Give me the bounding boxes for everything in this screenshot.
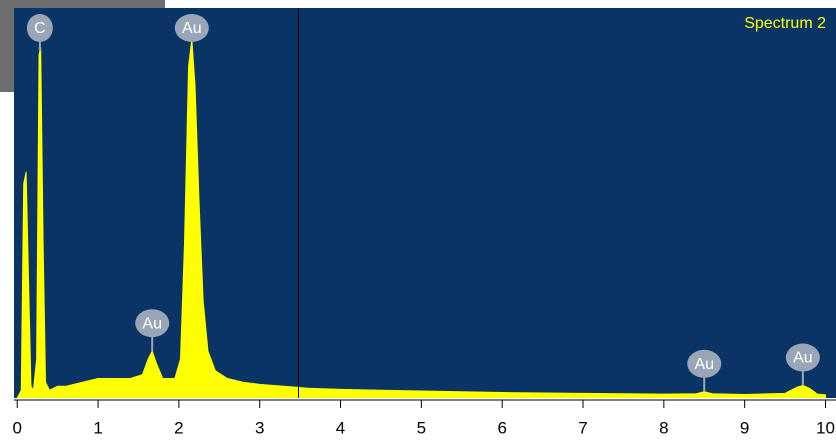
x-tick-label: 3 [255, 418, 264, 437]
peak-label-badge [26, 14, 53, 42]
peak-label: Au [142, 315, 162, 332]
peak-label: Au [793, 350, 813, 367]
chart-title: Spectrum 2 [744, 15, 826, 32]
peak-label: Au [182, 20, 202, 37]
x-tick-label: 10 [816, 418, 835, 437]
x-tick-label: 9 [740, 418, 749, 437]
peak-label-badge [687, 349, 722, 378]
x-tick-label: 1 [93, 418, 102, 437]
plot-area [14, 8, 836, 400]
peak-label-badge [785, 343, 820, 372]
x-axis-band [10, 398, 836, 444]
peak-label-badge [174, 14, 209, 42]
x-tick-label: 0 [12, 418, 21, 437]
x-tick-label: 6 [497, 418, 506, 437]
x-tick-label: 8 [659, 418, 668, 437]
x-tick-label: 7 [578, 418, 587, 437]
x-tick-label: 2 [174, 418, 183, 437]
peak-label: C [34, 20, 46, 37]
spectrum-area [16, 39, 826, 399]
x-tick-label: 4 [336, 418, 345, 437]
peak-label-badge [135, 309, 170, 338]
peak-label: Au [694, 356, 714, 373]
x-tick-label: 5 [417, 418, 426, 437]
